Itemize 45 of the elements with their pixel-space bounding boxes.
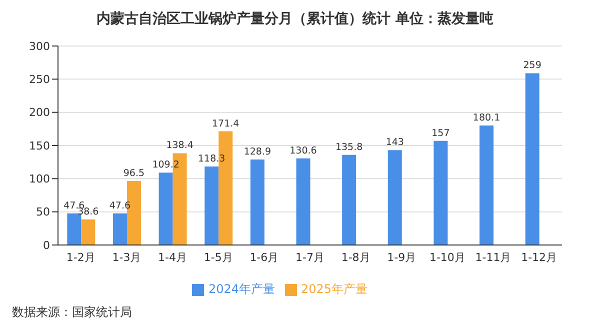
bar — [67, 213, 82, 245]
x-tick-label: 1-8月 — [341, 250, 370, 264]
x-tick-label: 1-12月 — [521, 250, 558, 264]
source-note: 数据来源：国家统计局 — [12, 304, 132, 321]
x-tick-label: 1-4月 — [158, 250, 188, 264]
x-tick-label: 1-9月 — [387, 250, 416, 264]
bar — [525, 73, 540, 245]
x-tick-label: 1-5月 — [204, 250, 233, 264]
x-tick-label: 1-11月 — [475, 250, 512, 264]
bar — [480, 126, 494, 245]
data-label: 135.8 — [335, 142, 363, 153]
x-tick-label: 1-7月 — [296, 250, 324, 264]
data-label: 171.4 — [212, 118, 240, 130]
data-label: 259 — [523, 60, 542, 72]
data-label: 96.5 — [123, 168, 145, 179]
data-label: 180.1 — [472, 112, 500, 124]
y-tick-label: 300 — [29, 40, 50, 53]
y-tick-label: 0 — [43, 238, 50, 252]
data-label: 38.6 — [78, 206, 99, 218]
data-label: 130.6 — [290, 145, 317, 156]
bar — [296, 158, 310, 245]
bar — [250, 159, 264, 245]
bar — [81, 219, 96, 245]
bar — [158, 172, 173, 245]
bar — [112, 213, 127, 245]
legend-label: 2025年产量 — [301, 282, 368, 296]
y-tick-label: 200 — [29, 106, 50, 120]
x-tick-label: 1-3月 — [112, 250, 142, 264]
data-label: 138.4 — [166, 140, 194, 152]
bar — [342, 154, 356, 245]
legend-label: 2024年产量 — [208, 282, 275, 296]
data-label: 157 — [432, 128, 450, 139]
bar — [388, 150, 402, 245]
y-tick-label: 250 — [29, 73, 50, 86]
data-label: 143 — [386, 137, 404, 148]
x-tick-label: 1-2月 — [66, 250, 96, 264]
x-tick-label: 1-10月 — [429, 250, 466, 264]
y-tick-label: 100 — [29, 172, 50, 186]
y-tick-label: 150 — [29, 139, 50, 152]
chart-title: 内蒙古自治区工业锅炉产量分月（累计值）统计 单位：蒸发量吨 — [96, 10, 494, 28]
bar — [204, 166, 219, 245]
data-label: 128.9 — [244, 146, 272, 158]
y-tick-label: 50 — [36, 206, 50, 219]
bar — [434, 140, 448, 245]
x-tick-label: 1-6月 — [250, 250, 279, 264]
